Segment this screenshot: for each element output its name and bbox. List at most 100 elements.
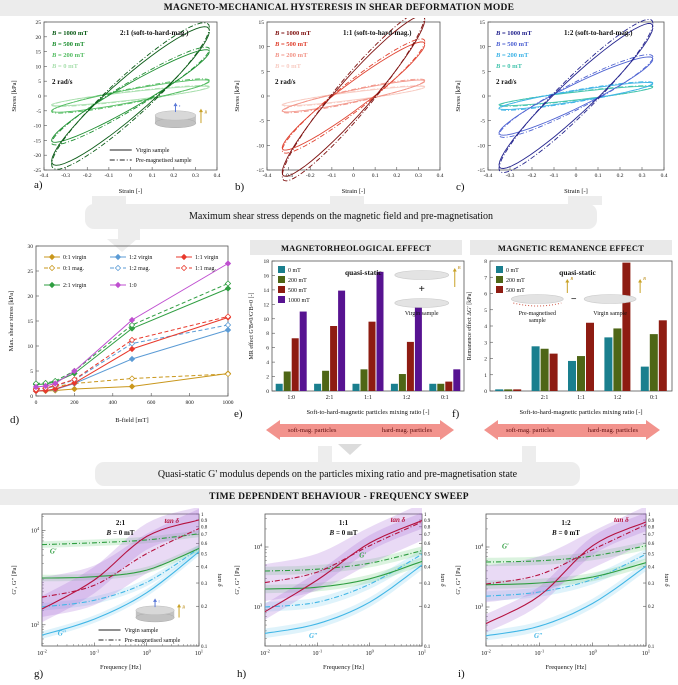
svg-text:1:1: 1:1 [339, 519, 349, 527]
panel-letter-c: c) [456, 181, 465, 193]
svg-text:tan δ: tan δ [391, 516, 406, 524]
svg-text:Stress [kPa]: Stress [kPa] [11, 80, 18, 111]
svg-text:200 mT: 200 mT [506, 278, 525, 284]
svg-text:16: 16 [264, 273, 270, 279]
chart-remanence-effect: 0 1 2 3 4 5 6 7 8 1:0 2:1 1:1 1:2 0:1 Soft-to-hard-mag… [466, 259, 673, 416]
svg-text:10: 10 [28, 344, 34, 350]
svg-text:tan δ: tan δ [216, 574, 223, 588]
svg-text:-15: -15 [478, 168, 486, 174]
svg-text:-10: -10 [478, 143, 486, 149]
svg-text:quasi-static: quasi-static [559, 268, 596, 277]
bottom-section-header: TIME DEPENDENT BEHAVIOUR - FREQUENCY SWE… [0, 489, 678, 505]
curve-G' virgin [485, 562, 647, 586]
mixing-ratio-arrow: soft-mag. particles hard-mag. particles [484, 420, 660, 440]
top-section-header: MAGNETO-MECHANICAL HYSTERESIS IN SHEAR D… [0, 0, 678, 16]
loop-B = 500 mT [51, 46, 210, 146]
svg-text:2 rad/s: 2 rad/s [275, 78, 296, 86]
loop-B = 0 mT [281, 85, 426, 107]
svg-text:1:0: 1:0 [504, 395, 512, 401]
curve-tan d pre-magnetised [264, 521, 423, 584]
svg-text:100: 100 [589, 649, 597, 658]
svg-text:15: 15 [259, 20, 265, 26]
svg-text:0.2: 0.2 [393, 173, 400, 179]
svg-text:-10: -10 [34, 124, 42, 130]
svg-text:0: 0 [575, 173, 578, 179]
connector-stem [118, 228, 140, 240]
svg-text:Frequency [Hz]: Frequency [Hz] [323, 664, 364, 671]
panel-letter-f: f) [452, 408, 460, 420]
curve-G' pre-magnetised [41, 533, 200, 546]
svg-text:0.2: 0.2 [648, 605, 655, 610]
panel-letter-b: b) [235, 181, 245, 193]
bar-1:0-0 mT [275, 383, 283, 391]
svg-text:+: + [419, 283, 425, 295]
bar-2:1-500 mT [549, 353, 558, 391]
svg-text:MR effect G′B≠0/G′B=0 [-]: MR effect G′B≠0/G′B=0 [-] [248, 292, 255, 359]
svg-text:0 mT: 0 mT [288, 268, 301, 274]
summary-banner-2: Quasi-static G' modulus depends on the p… [95, 462, 580, 486]
loop-B = 1000 mT [498, 23, 654, 169]
svg-text:-5: -5 [36, 109, 41, 115]
svg-text:B = 0 mT: B = 0 mT [274, 63, 302, 70]
arrow-right-icon [440, 420, 454, 440]
svg-text:0.1: 0.1 [372, 173, 379, 179]
bar-1:0-1000 mT [299, 311, 307, 391]
svg-text:G″: G″ [309, 632, 318, 640]
svg-text:0:1: 0:1 [441, 395, 449, 401]
svg-text:0: 0 [352, 173, 355, 179]
svg-text:200 mT: 200 mT [288, 278, 307, 284]
svg-text:0.2: 0.2 [170, 173, 177, 179]
bar-0:1-0 mT [640, 366, 649, 391]
svg-text:0.7: 0.7 [648, 533, 655, 538]
bar-1:0-0 mT [495, 389, 504, 391]
svg-text:Frequency [Hz]: Frequency [Hz] [100, 664, 141, 671]
chart-freq-sweep-2-1: 10-2 10-1 100 101 102 104 10.9 0.8 0.7 0.6 0.5 0.4 0… [11, 508, 223, 671]
sample-disk-icon: τB [135, 598, 185, 623]
svg-text:Stress [kPa]: Stress [kPa] [234, 80, 241, 111]
svg-text:B = 500 mT: B = 500 mT [51, 41, 85, 48]
svg-text:B = 0 mT: B = 0 mT [551, 529, 580, 537]
loop-B = 200 mT [281, 79, 426, 113]
svg-text:0.5: 0.5 [201, 553, 208, 558]
svg-text:103: 103 [254, 603, 262, 612]
bar-2:1-0 mT [314, 383, 322, 391]
svg-text:4: 4 [484, 324, 487, 330]
chart-hysteresis-2-1: -0.4 -0.3 -0.2 -0.1 0 0.1 0.2 0.3 0.4 -25 -20 -15 -1… [11, 20, 221, 195]
svg-text:1000: 1000 [223, 400, 234, 406]
svg-text:1: 1 [424, 513, 427, 518]
svg-text:0.1: 0.1 [149, 173, 156, 179]
svg-text:500 mT: 500 mT [506, 288, 525, 294]
svg-text:B: B [458, 265, 461, 270]
svg-text:1: 1 [484, 373, 487, 379]
svg-text:10: 10 [36, 64, 42, 70]
arrow-right-icon [646, 420, 660, 440]
svg-text:Strain [-]: Strain [-] [342, 188, 366, 195]
svg-text:0.3: 0.3 [424, 582, 431, 587]
svg-text:18: 18 [264, 259, 270, 265]
bar-1:0-200 mT [504, 389, 513, 391]
svg-text:0.3: 0.3 [648, 582, 655, 587]
svg-text:B: B [182, 605, 185, 610]
svg-text:−: − [571, 294, 577, 305]
curve-tan d virgin [485, 521, 647, 625]
svg-text:0.3: 0.3 [192, 173, 199, 179]
svg-text:600: 600 [147, 400, 156, 406]
svg-text:0:1 mag.: 0:1 mag. [63, 266, 84, 272]
bar-1:2-500 mT [622, 262, 631, 391]
svg-text:0 mT: 0 mT [506, 268, 519, 274]
chart-max-shear-stress: 0 200 400 600 800 1000 0 5 10 15 20 25 30 B-field [mT… [8, 244, 234, 424]
svg-text:1:2: 1:2 [614, 395, 622, 401]
bar-1:2-1000 mT [414, 305, 422, 391]
svg-text:0.8: 0.8 [201, 526, 208, 531]
svg-text:0.9: 0.9 [648, 519, 655, 524]
svg-text:200: 200 [70, 400, 79, 406]
svg-text:-5: -5 [480, 119, 485, 125]
svg-text:6: 6 [266, 346, 269, 352]
mixing-ratio-arrow: soft-mag. particles hard-mag. particles [266, 420, 454, 440]
svg-text:1:2 mag.: 1:2 mag. [129, 266, 150, 272]
svg-text:0.7: 0.7 [424, 533, 431, 538]
bar-0:1-500 mT [445, 381, 453, 391]
panel-letter-i: i) [458, 668, 465, 680]
curve-G' pre-magnetised [264, 550, 423, 572]
